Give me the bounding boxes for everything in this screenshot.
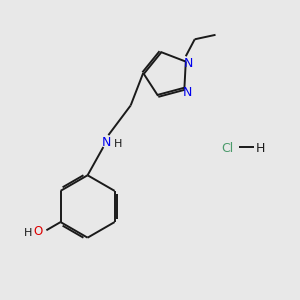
Text: N: N bbox=[184, 57, 193, 70]
Text: H: H bbox=[114, 139, 122, 148]
Text: H: H bbox=[23, 228, 32, 238]
Text: N: N bbox=[102, 136, 112, 149]
Text: Cl: Cl bbox=[221, 142, 233, 155]
Text: H: H bbox=[256, 142, 265, 155]
Text: N: N bbox=[183, 86, 192, 99]
Text: O: O bbox=[34, 225, 43, 238]
